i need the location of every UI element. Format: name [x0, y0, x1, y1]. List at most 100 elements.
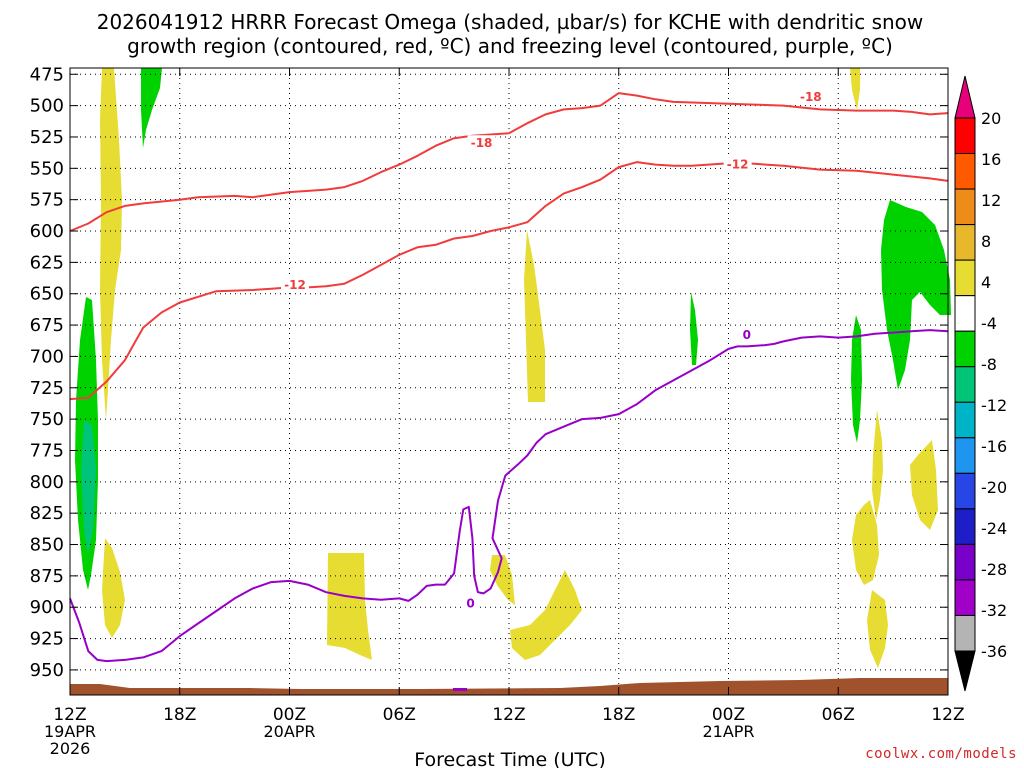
omega-region-green: [851, 315, 862, 443]
x-tick-label: 00Z: [712, 705, 745, 725]
site-credit: coolwx.com/models: [865, 746, 1017, 762]
omega-region-yellow: [327, 553, 372, 660]
contour-label: -12: [727, 158, 749, 172]
contour-label-bg: [740, 327, 753, 342]
y-tick-label: 500: [30, 96, 64, 117]
omega-region-yellow: [102, 538, 125, 638]
x-tick-label: 18Z: [163, 705, 196, 725]
omega-shading: [75, 68, 951, 668]
y-tick-label: 725: [30, 378, 64, 399]
plot-area: -18 -18 -12 -12 0 0: [69, 67, 951, 696]
colorbar-segment: [954, 472, 976, 510]
x-tick-label: 12Z: [53, 705, 86, 725]
x-tick-date: 21APR: [702, 722, 754, 741]
y-tick-label: 650: [30, 284, 64, 305]
y-tick-label: 575: [30, 190, 64, 211]
colorbar-label: 4: [981, 273, 991, 292]
colorbar-segment: [954, 295, 976, 332]
colorbar-segment: [954, 543, 976, 581]
colorbar-label: -24: [981, 519, 1007, 538]
colorbar-segment: [954, 188, 976, 226]
contour-label-bg: [464, 595, 477, 610]
x-tick-label: 18Z: [602, 705, 635, 725]
colorbar-label: 16: [981, 150, 1001, 169]
contour-label: -18: [471, 136, 493, 150]
colorbar-segment: [954, 153, 976, 190]
y-tick-label: 600: [30, 221, 64, 242]
x-tick-label: 06Z: [822, 705, 855, 725]
colorbar-segment: [954, 437, 976, 474]
omega-region-yellow: [867, 590, 888, 668]
colorbar-label: -12: [981, 396, 1007, 415]
y-tick-label: 850: [30, 535, 64, 556]
y-tick-label: 475: [30, 64, 64, 85]
y-tick-label: 950: [30, 660, 64, 681]
contour-line-0: [69, 329, 949, 663]
omega-region-yellow: [872, 410, 883, 520]
colorbar-segment: [954, 259, 976, 297]
colorbar-segment: [954, 401, 976, 439]
contour-labels: -18 -18 -12 -12 0 0: [280, 88, 825, 610]
omega-region-yellow: [524, 230, 545, 402]
colorbar-label: -20: [981, 478, 1007, 497]
y-tick-label: 625: [30, 252, 64, 273]
y-tick-label: 925: [30, 629, 64, 650]
colorbar-label: -16: [981, 437, 1007, 456]
y-tick-label: 825: [30, 503, 64, 524]
contour-label: -12: [284, 278, 306, 292]
y-tick-label: 700: [30, 346, 64, 367]
colorbar-segment: [954, 508, 976, 545]
colorbar-label: -32: [981, 601, 1007, 620]
y-tick-label: 875: [30, 566, 64, 587]
contour-line--18: [69, 92, 949, 232]
contour-label-bg: [467, 135, 496, 150]
colorbar-bottom-triangle: [954, 650, 976, 692]
y-axis: 475 500 525 550 575 600 625 650 675 700 725 750 775 8…: [30, 64, 948, 681]
colorbar-segment: [954, 614, 976, 652]
freezing-level-surface-mark: [453, 688, 467, 691]
x-tick-year: 2026: [50, 739, 91, 758]
colorbar-label: 12: [981, 191, 1001, 210]
omega-region-yellow: [910, 440, 938, 530]
contour-label: 0: [743, 328, 751, 342]
contour-label: -18: [800, 90, 822, 104]
colorbar-segment: [954, 579, 976, 616]
colorbar-label: 20: [981, 109, 1001, 128]
y-tick-label: 525: [30, 127, 64, 148]
y-tick-label: 900: [30, 597, 64, 618]
omega-region-yellow: [100, 68, 122, 420]
x-tick-date: 19APR: [44, 722, 96, 741]
omega-region-yellow: [490, 555, 515, 605]
plot-frame: [69, 67, 949, 696]
chart-title-line1: 2026041912 HRRR Forecast Omega (shaded, …: [97, 10, 924, 34]
x-tick-label: 12Z: [931, 705, 964, 725]
omega-region-yellow: [852, 500, 879, 585]
contour-label-bg: [280, 276, 309, 291]
colorbar-label: 8: [981, 232, 991, 251]
omega-region-green: [141, 68, 162, 148]
colorbar-label: -36: [981, 642, 1007, 661]
colorbar-label: -4: [981, 314, 997, 333]
y-tick-label: 550: [30, 158, 64, 179]
colorbar-segment: [954, 224, 976, 261]
omega-region-green: [690, 292, 698, 365]
y-tick-label: 675: [30, 315, 64, 336]
colorbar-label: -8: [981, 355, 997, 374]
omega-region-green: [881, 200, 951, 390]
x-tick-date: 20APR: [263, 722, 315, 741]
omega-region-yellow: [850, 68, 860, 110]
contour-label: 0: [466, 596, 474, 610]
x-tick-label: 12Z: [492, 705, 525, 725]
omega-region-yellow: [510, 570, 582, 660]
grid-lines: [70, 68, 948, 695]
x-axis-label: Forecast Time (UTC): [414, 749, 605, 768]
colorbar-segment: [954, 366, 976, 403]
x-tick-label: 06Z: [383, 705, 416, 725]
colorbar-top-triangle: [954, 75, 976, 119]
contour-label-bg: [796, 88, 825, 103]
colorbar-segment: [954, 330, 976, 368]
contour-label-bg: [723, 156, 752, 171]
chart-title-line2: growth region (contoured, red, ºC) and f…: [127, 34, 893, 58]
